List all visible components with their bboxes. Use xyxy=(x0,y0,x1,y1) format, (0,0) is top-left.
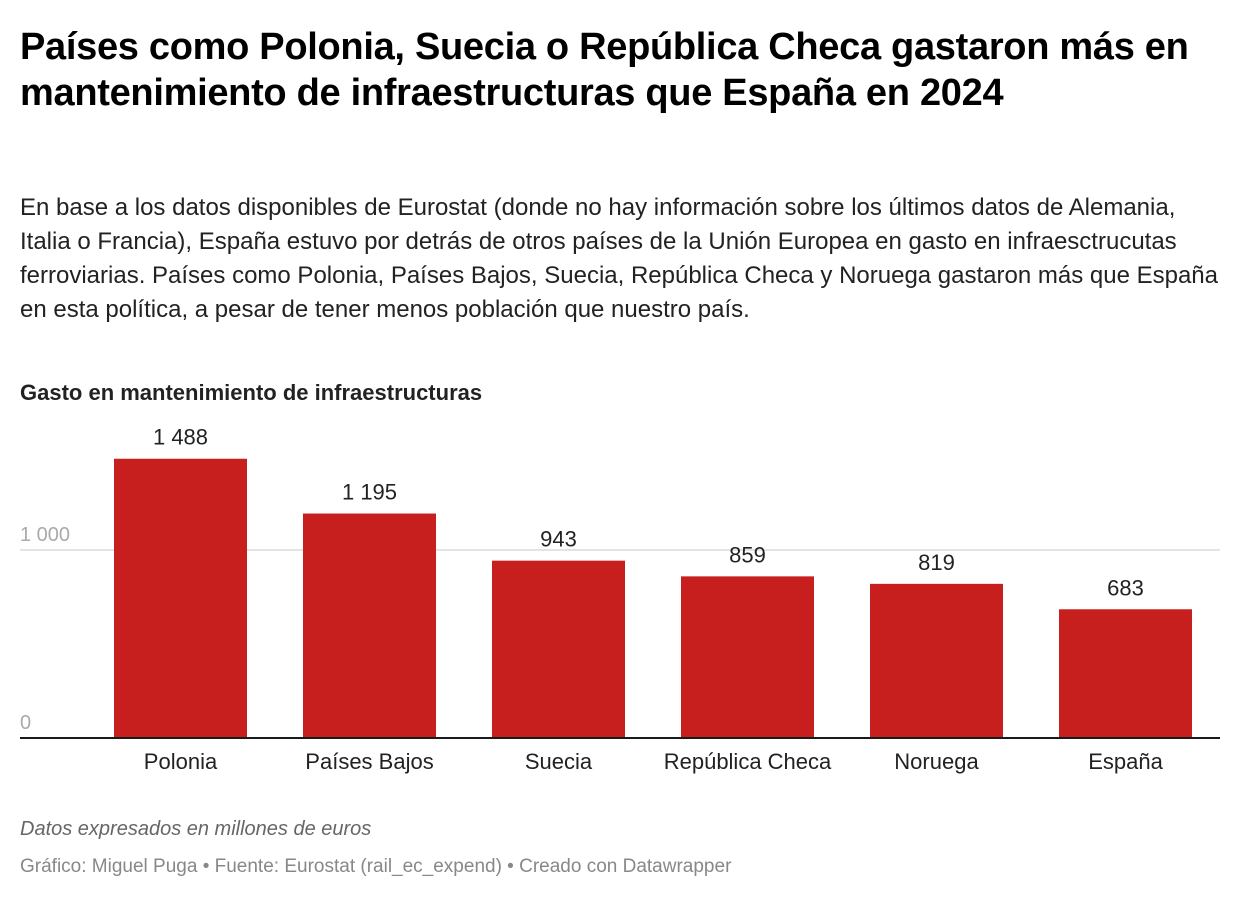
value-label: 1 488 xyxy=(153,425,208,450)
bar-suecia[interactable] xyxy=(492,560,625,737)
value-label: 819 xyxy=(918,550,955,575)
value-label: 1 195 xyxy=(342,480,397,505)
x-tick-label: Polonia xyxy=(144,749,218,774)
bar-polonia[interactable] xyxy=(114,458,247,737)
chart-title: Gasto en mantenimiento de infraestructur… xyxy=(20,380,483,405)
y-tick-label: 1 000 xyxy=(20,524,70,546)
label-layer: 1 488 Polonia 1 195 Países Bajos 943 Suecia 85… xyxy=(20,425,1220,774)
x-tick-label: República Checa xyxy=(664,749,832,774)
bar-chart: 0 1 000 1 488 Polonia 1 195 Países Bajos 943 S… xyxy=(20,425,1220,774)
x-tick-label: Suecia xyxy=(525,749,593,774)
chart-description: En base a los datos disponibles de Euros… xyxy=(20,194,1218,323)
bar-república-checa[interactable] xyxy=(681,576,814,737)
value-label: 943 xyxy=(540,527,577,552)
x-tick-label: España xyxy=(1088,749,1163,774)
value-label: 683 xyxy=(1107,575,1144,600)
chart-headline: Países como Polonia, Suecia o República … xyxy=(20,26,1189,114)
bar-españa[interactable] xyxy=(1059,609,1192,737)
y-tick-label: 0 xyxy=(20,712,31,734)
chart-byline: Gráfico: Miguel Puga • Fuente: Eurostat … xyxy=(20,856,732,877)
x-tick-label: Noruega xyxy=(894,749,979,774)
value-label: 859 xyxy=(729,542,766,567)
bar-layer xyxy=(114,458,1192,737)
bar-países-bajos[interactable] xyxy=(303,513,436,737)
chart-notes: Datos expresados en millones de euros xyxy=(20,818,372,840)
bar-noruega[interactable] xyxy=(870,583,1003,737)
x-tick-label: Países Bajos xyxy=(305,749,433,774)
